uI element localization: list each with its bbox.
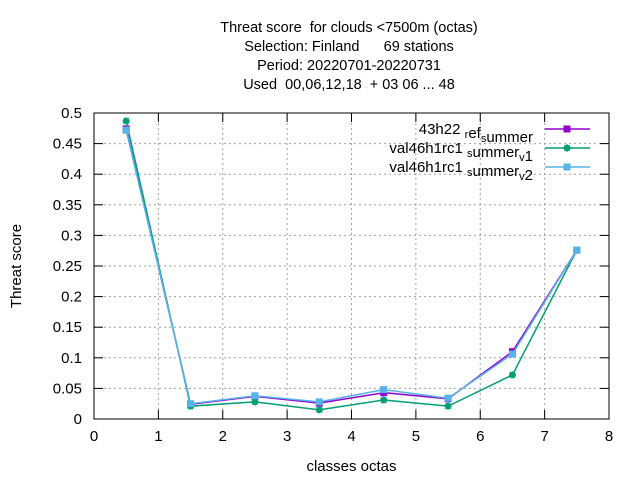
series-3 <box>122 126 581 408</box>
data-point <box>563 144 571 152</box>
title-line: Period: 20220701-20220731 <box>257 58 441 74</box>
data-point <box>563 125 571 133</box>
y-axis-label: Threat score <box>8 224 25 308</box>
y-tick-label: 0 <box>74 411 82 428</box>
data-point <box>122 117 130 125</box>
legend-label: val46h1rc1 summerv1 <box>389 140 533 165</box>
legend-label: 43h22 refsummer <box>419 121 533 146</box>
series-lines <box>122 117 581 414</box>
legend-item: 43h22 refsummer <box>419 121 590 146</box>
data-point <box>508 350 516 358</box>
data-point <box>380 396 388 404</box>
data-point <box>444 394 452 402</box>
data-point <box>122 126 130 134</box>
legend-label: val46h1rc1 summerv2 <box>389 159 533 184</box>
x-tick-label: 6 <box>476 428 484 445</box>
plot-frame <box>93 112 610 420</box>
series-line <box>125 120 578 411</box>
legend-item: val46h1rc1 summerv1 <box>389 140 590 165</box>
title-line: Threat score for clouds <7500m (octas) <box>220 20 478 36</box>
y-tick-label: 0.45 <box>53 136 82 153</box>
data-point <box>315 398 323 406</box>
axis-ticks: 0 1 2 3 4 5 6 7 8 0 0.05 0.1 0.15 0.2 0.25 0.3 0.35 0.4 0.… <box>53 105 613 445</box>
title-line: Selection: Finland 69 stations <box>244 39 454 55</box>
data-point <box>380 386 388 394</box>
title-line: Used 00,06,12,18 + 03 06 ... 48 <box>243 77 455 93</box>
y-tick-label: 0.05 <box>53 380 82 397</box>
y-tick-label: 0.15 <box>53 319 82 336</box>
data-point <box>251 392 259 400</box>
y-tick-label: 0.4 <box>61 166 82 183</box>
y-tick-label: 0.2 <box>61 289 82 306</box>
x-tick-label: 4 <box>347 428 355 445</box>
x-tick-label: 2 <box>219 428 227 445</box>
data-point <box>251 398 259 406</box>
x-tick-label: 3 <box>283 428 291 445</box>
chart-title: Threat score for clouds <7500m (octas) Se… <box>220 20 478 93</box>
legend-item: val46h1rc1 summerv2 <box>389 159 590 184</box>
y-tick-label: 0.5 <box>61 105 82 122</box>
x-tick-label: 5 <box>412 428 420 445</box>
data-point <box>315 406 323 414</box>
x-tick-label: 8 <box>605 428 613 445</box>
series-line <box>125 129 578 405</box>
data-point <box>563 163 571 171</box>
y-tick-label: 0.25 <box>53 258 82 275</box>
x-tick-label: 7 <box>540 428 548 445</box>
data-point <box>573 246 581 254</box>
y-tick-label: 0.1 <box>61 350 82 367</box>
y-tick-label: 0.35 <box>53 197 82 214</box>
data-point <box>508 371 516 379</box>
x-tick-label: 1 <box>154 428 162 445</box>
x-tick-label: 0 <box>90 428 98 445</box>
data-point <box>444 402 452 410</box>
y-tick-label: 0.3 <box>61 227 82 244</box>
x-axis-label: classes octas <box>306 458 396 475</box>
data-point <box>187 400 195 408</box>
